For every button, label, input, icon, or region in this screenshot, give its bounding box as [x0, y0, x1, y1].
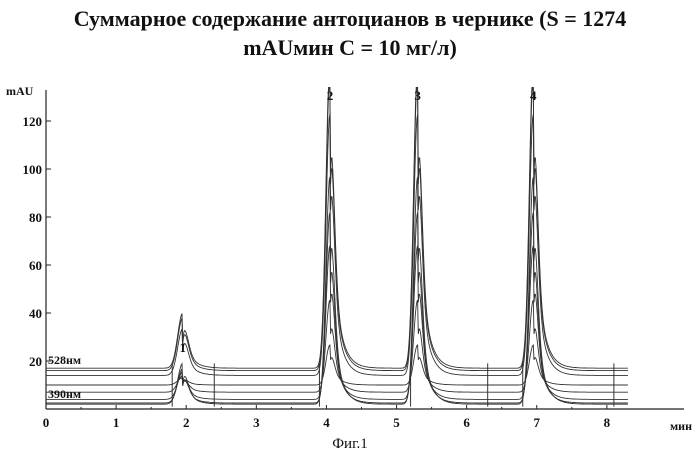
- y-tick-label: 40: [29, 306, 42, 321]
- x-tick-label: 7: [534, 415, 541, 430]
- chart-title: Суммарное содержание антоцианов в черник…: [0, 4, 700, 62]
- chart-labels: mAU мин 1 2 3 4 390нм 528нм: [6, 84, 692, 433]
- x-tick-label: 0: [43, 415, 50, 430]
- trace-line: [46, 212, 628, 404]
- trace-line: [46, 114, 628, 376]
- y-tick-label: 80: [29, 210, 42, 225]
- x-tick-label: 6: [463, 415, 470, 430]
- wavelength-label: 528нм: [48, 353, 81, 367]
- chart-title-line-2: mAUмин С = 10 мг/л): [243, 35, 457, 60]
- x-tick-label: 8: [604, 415, 611, 430]
- peak-label: 2: [327, 88, 334, 103]
- y-axis-label: mAU: [6, 84, 34, 98]
- trace-line: [46, 86, 628, 369]
- integration-markers: [171, 363, 615, 407]
- y-tick-label: 120: [23, 114, 43, 129]
- x-tick-label: 5: [393, 415, 400, 430]
- peak-label: 3: [414, 88, 421, 103]
- y-tick-label: 60: [29, 258, 42, 273]
- axes: 0 1 2 3 4 5 6 7 8 20 40 60 80 100 120: [23, 90, 684, 430]
- x-tick-label: 1: [113, 415, 120, 430]
- y-tick-label: 20: [29, 354, 42, 369]
- trace-line: [46, 86, 628, 372]
- chromatogram-traces: [46, 86, 628, 405]
- peak-label: 1: [179, 340, 186, 355]
- wavelength-label: 390нм: [48, 387, 81, 401]
- trace-line: [46, 245, 628, 400]
- peak-label: 4: [530, 88, 537, 103]
- y-tick-label: 100: [23, 162, 43, 177]
- chart-title-line-1: Суммарное содержание антоцианов в черник…: [73, 6, 627, 31]
- x-tick-label: 3: [253, 415, 260, 430]
- trace-line: [46, 299, 628, 393]
- x-axis-label: мин: [670, 419, 692, 433]
- trace-line: [46, 344, 628, 386]
- x-tick-label: 4: [323, 415, 330, 430]
- trace-line: [46, 176, 628, 405]
- figure-caption: Фиг.1: [332, 436, 368, 452]
- x-tick-label: 2: [183, 415, 190, 430]
